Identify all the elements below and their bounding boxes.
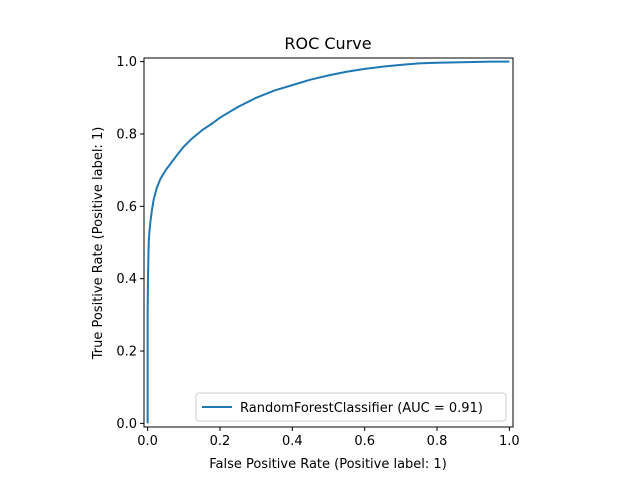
y-tick-label: 0.2 bbox=[116, 345, 137, 360]
x-tick-label: 0.2 bbox=[210, 434, 231, 449]
y-tick-label: 0.6 bbox=[116, 200, 137, 215]
x-tick-label: 0.4 bbox=[282, 434, 303, 449]
y-tick-label: 1.0 bbox=[116, 55, 137, 70]
x-tick-label: 1.0 bbox=[499, 434, 520, 449]
y-tick-label: 0.4 bbox=[116, 272, 137, 287]
legend: RandomForestClassifier (AUC = 0.91) bbox=[195, 392, 507, 422]
roc-curve-line bbox=[146, 60, 510, 424]
legend-label: RandomForestClassifier (AUC = 0.91) bbox=[240, 401, 483, 416]
x-tick-label: 0.8 bbox=[427, 434, 448, 449]
y-tick-label: 0.0 bbox=[116, 417, 137, 432]
y-tick-label: 0.8 bbox=[116, 127, 137, 142]
chart-title: ROC Curve bbox=[284, 34, 371, 53]
axes-frame bbox=[143, 57, 514, 428]
x-axis-label: False Positive Rate (Positive label: 1) bbox=[209, 457, 447, 472]
y-axis-label: True Positive Rate (Positive label: 1) bbox=[91, 127, 106, 361]
legend-box bbox=[195, 392, 507, 422]
x-tick-label: 0.6 bbox=[354, 434, 375, 449]
x-tick-label: 0.0 bbox=[137, 434, 158, 449]
